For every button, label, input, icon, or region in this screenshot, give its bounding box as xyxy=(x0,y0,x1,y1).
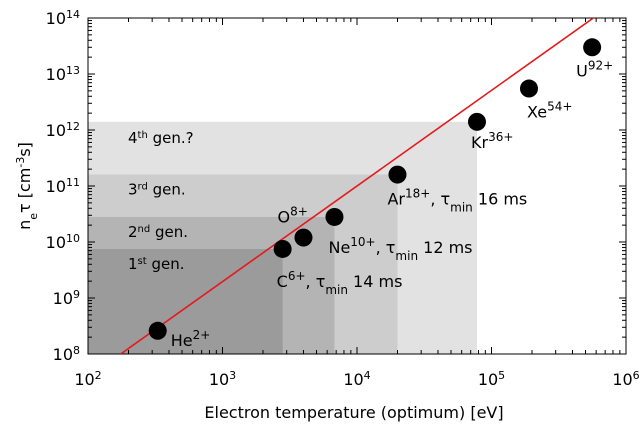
y-tick-label: 1011 xyxy=(46,176,80,197)
point-label-u: U92+ xyxy=(576,58,613,80)
data-point-kr xyxy=(467,112,486,131)
x-tick-label: 103 xyxy=(209,369,236,390)
data-point-ar xyxy=(388,165,407,184)
y-axis-title: neτ [cm-3s] xyxy=(14,142,40,230)
point-label-he: He2+ xyxy=(171,328,211,350)
data-point-u xyxy=(583,38,602,57)
x-axis-title: Electron temperature (optimum) [eV] xyxy=(204,403,503,422)
generation-label-2: 2nd gen. xyxy=(128,223,188,241)
data-points xyxy=(148,38,602,340)
point-label-ne: Ne10+, τmin 12 ms xyxy=(328,235,472,263)
axis-ticks: 102 103 104 105 106 108 109 1010 1011 1012 1013 101… xyxy=(46,8,640,390)
x-tick-label: 104 xyxy=(343,369,370,390)
y-tick-label: 1012 xyxy=(46,120,80,141)
point-label-ar: Ar18+, τmin 16 ms xyxy=(387,187,527,215)
data-point-he xyxy=(148,321,167,340)
generation-label-3: 3rd gen. xyxy=(128,181,186,199)
x-tick-label: 105 xyxy=(478,369,505,390)
point-label-c: C6+, τmin 14 ms xyxy=(277,269,403,297)
generation-label-1: 1st gen. xyxy=(128,255,184,273)
data-point-c xyxy=(273,239,292,258)
point-label-xe: Xe54+ xyxy=(527,100,572,122)
data-point-xe xyxy=(519,79,538,98)
data-point-o xyxy=(294,228,313,247)
svg-text:neτ [cm-3s]: neτ [cm-3s] xyxy=(14,142,40,230)
y-tick-label: 1010 xyxy=(46,232,80,253)
point-labels: He2+ C6+, τmin 14 ms O8+ Ne10+, τmin 12 ms A… xyxy=(171,58,613,349)
generation-label-4: 4th gen.? xyxy=(128,129,194,147)
y-tick-label: 1013 xyxy=(46,64,80,85)
y-tick-label: 108 xyxy=(53,344,80,365)
point-label-o: O8+ xyxy=(277,205,307,227)
x-tick-label: 102 xyxy=(74,369,101,390)
y-tick-label: 1014 xyxy=(46,8,80,29)
y-tick-label: 109 xyxy=(53,288,80,309)
trend-line-layer xyxy=(120,18,595,354)
trend-line xyxy=(120,18,595,354)
point-label-kr: Kr36+ xyxy=(471,130,513,152)
x-tick-label: 106 xyxy=(612,369,639,390)
data-point-ne xyxy=(325,207,344,226)
generation-region-1 xyxy=(88,248,283,354)
generation-regions: 1st gen. 2nd gen. 3rd gen. 4th gen.? xyxy=(88,121,477,354)
